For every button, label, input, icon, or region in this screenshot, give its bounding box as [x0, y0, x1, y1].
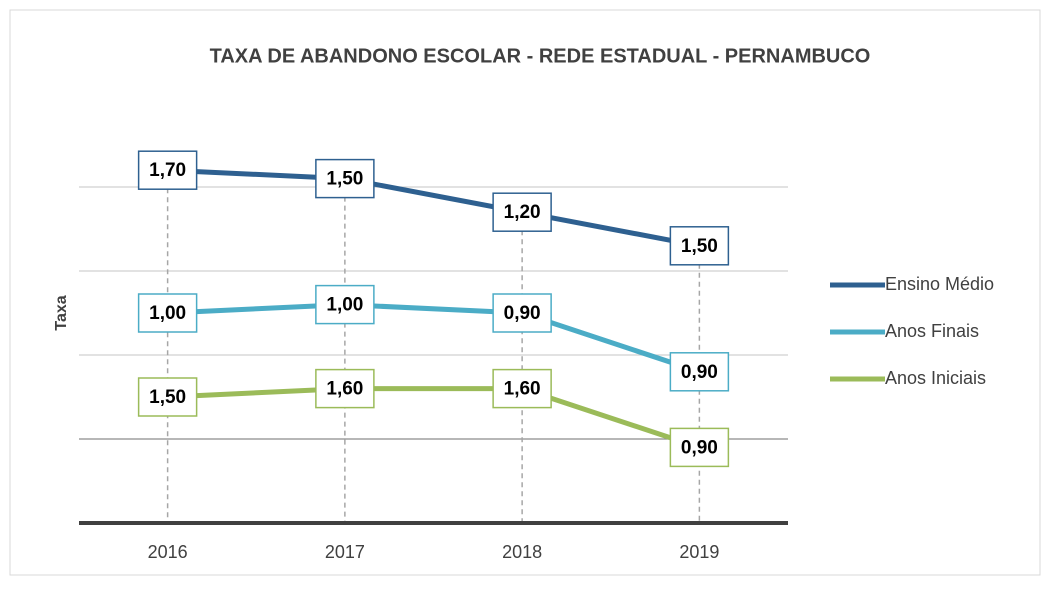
data-label: 1,00	[326, 295, 363, 316]
data-label-box	[137, 150, 198, 190]
x-tick-label: 2018	[502, 542, 542, 562]
data-label: 1,20	[504, 202, 541, 223]
chart-border	[9, 9, 1041, 576]
data-label-box	[137, 293, 198, 333]
data-label: 1,50	[681, 236, 718, 257]
data-label-box	[492, 192, 552, 232]
data-label: 1,50	[326, 169, 363, 190]
data-label: 0,90	[504, 303, 541, 324]
x-tick-label: 2016	[148, 542, 188, 562]
chart-title: TAXA DE ABANDONO ESCOLAR - REDE ESTADUAL…	[210, 45, 871, 67]
data-label: 0,90	[681, 362, 718, 383]
data-label-box	[669, 226, 730, 266]
data-label-box	[669, 352, 730, 392]
line	[167, 302, 701, 375]
data-label-box	[315, 284, 375, 325]
legend-label: Anos Iniciais	[885, 368, 986, 388]
data-label: 1,50	[149, 387, 186, 408]
data-label: 1,00	[149, 303, 186, 324]
x-tick-label: 2019	[679, 542, 719, 562]
data-label-box	[315, 368, 375, 409]
line	[167, 167, 700, 249]
data-label-box	[492, 368, 552, 409]
data-label-box	[669, 427, 730, 468]
legend-label: Ensino Médio	[885, 274, 994, 294]
data-label: 0,90	[681, 437, 718, 458]
legend-label: Anos Finais	[885, 321, 979, 341]
data-label: 1,60	[504, 379, 541, 400]
data-label-box	[492, 293, 552, 333]
line	[167, 386, 701, 450]
x-tick-label: 2017	[325, 542, 365, 562]
data-label: 1,70	[149, 160, 186, 181]
data-label: 1,60	[326, 379, 363, 400]
y-axis-label: Taxa	[53, 295, 70, 330]
data-label-box	[315, 158, 375, 199]
data-label-box	[137, 377, 198, 417]
